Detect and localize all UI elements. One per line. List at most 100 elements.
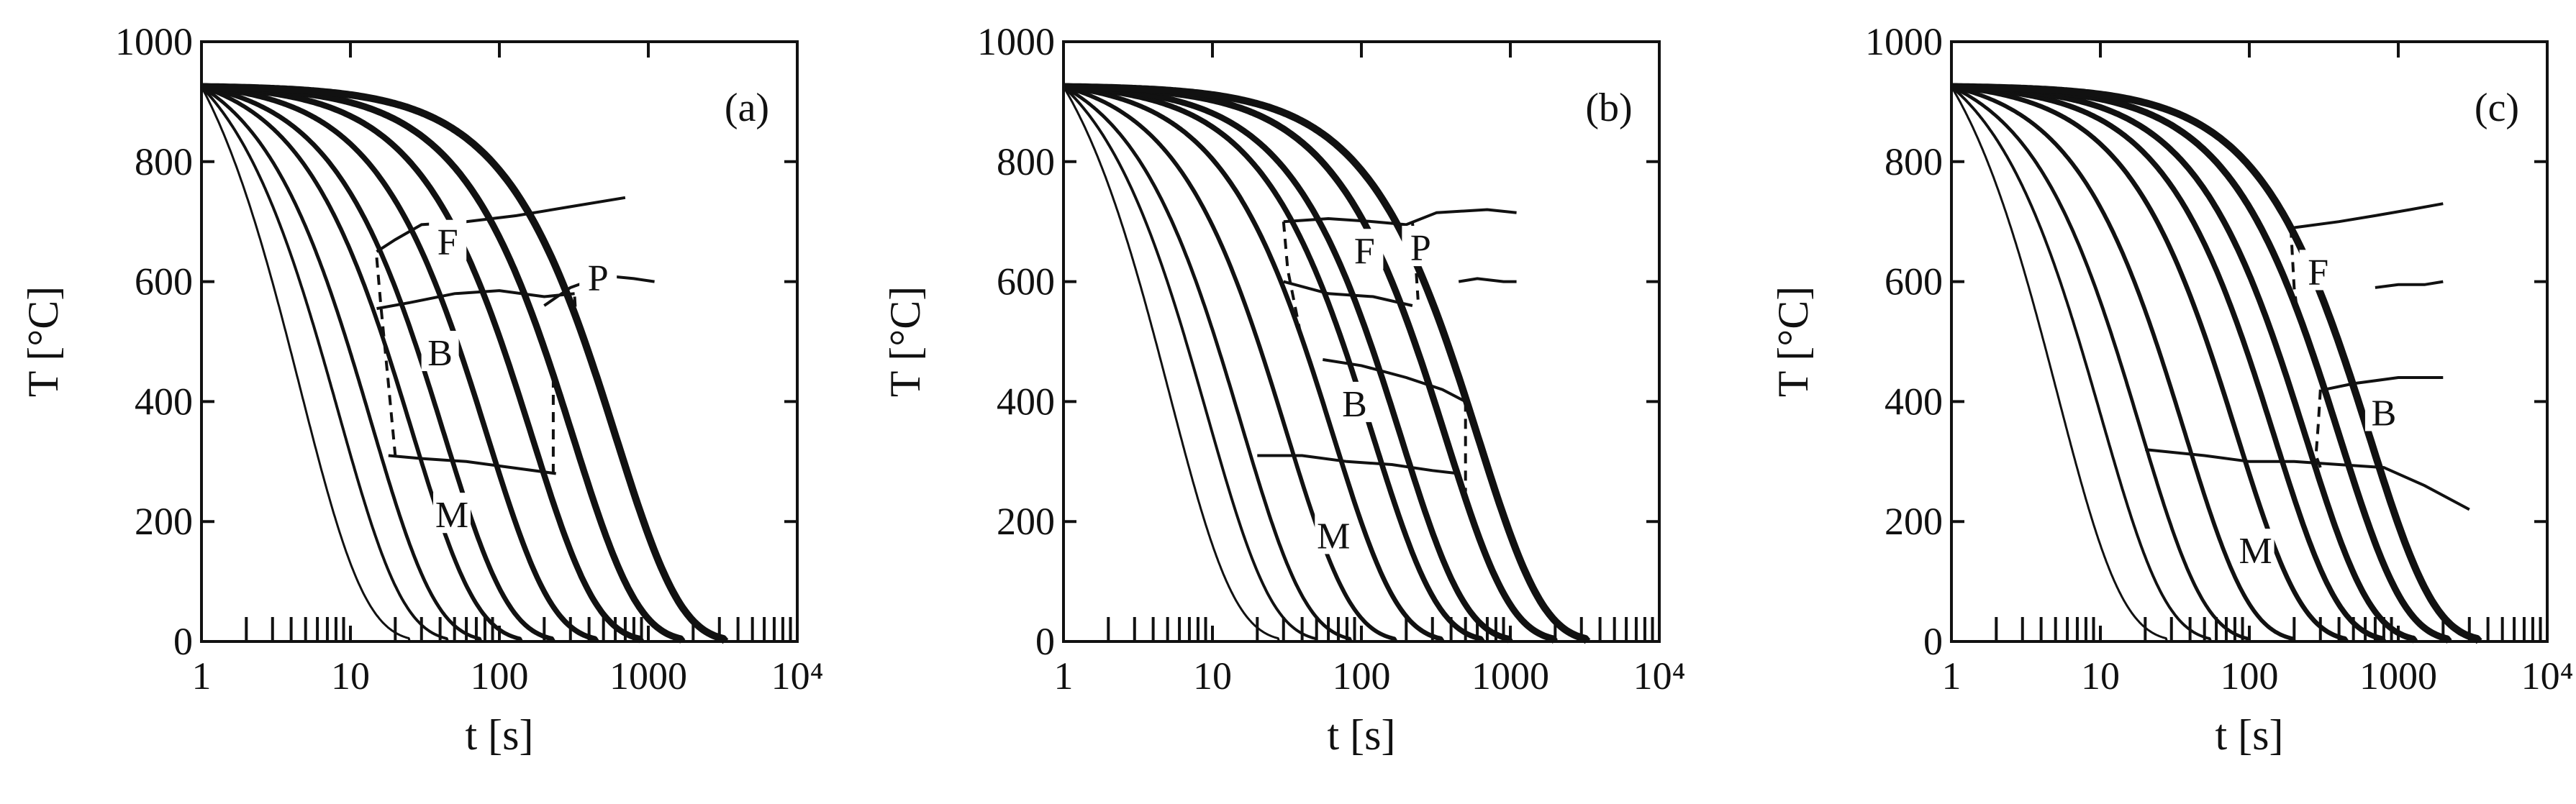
region-label: F [437,222,458,263]
x-axis-label: t [s] [1328,711,1396,759]
transformation-boundary [2294,202,2444,229]
panel-label: (b) [1585,86,1632,130]
transformation-boundary [1458,277,1517,283]
y-tick-label: 0 [173,620,193,663]
region-label: B [2372,393,2397,434]
region-label: P [588,258,609,299]
cooling-curve [1951,84,2349,643]
cooling-curve [1951,84,2296,643]
region-label: M [2239,531,2272,572]
y-axis-label: T [°C] [881,286,929,398]
y-tick-label: 0 [1035,620,1055,663]
region-label: M [1317,516,1350,557]
region-label: B [1342,384,1367,425]
cooling-curve [1950,86,2213,642]
cooling-curve [200,83,599,644]
x-tick-label: 10 [331,654,370,698]
cooling-curve [1950,86,2169,642]
region-label-backing [2364,390,2403,431]
x-tick-label: 100 [1333,654,1391,698]
x-tick-label: 1 [1942,654,1962,698]
y-tick-label: 600 [135,260,193,303]
region-label-backing [1315,513,1353,554]
y-tick-label: 800 [997,140,1055,183]
x-axis-label: t [s] [2216,711,2284,759]
region-label-backing [1346,229,1384,270]
region-label-backing [421,331,459,372]
transformation-boundary [2145,448,2470,511]
x-tick-label: 10⁴ [771,654,824,698]
transformation-boundary [573,296,579,330]
x-tick-label: 10⁴ [1633,654,1686,698]
transformation-boundary [2314,389,2322,468]
y-tick-label: 1000 [115,20,193,63]
y-tick-label: 200 [997,500,1055,543]
transformation-boundary [376,289,575,311]
cooling-curve [200,86,411,642]
y-tick-label: 200 [1885,500,1943,543]
region-label: F [2308,252,2328,293]
region-label: P [1410,228,1431,269]
x-tick-label: 10 [1193,654,1232,698]
y-tick-label: 600 [1885,260,1943,303]
cooling-curve [1062,83,1485,644]
cooling-curve [1062,83,1591,644]
cooling-curve [1062,86,1281,642]
cooling-curve [1063,84,1398,643]
cooling-curve [200,86,450,642]
region-label-backing [1335,381,1374,422]
region-label: B [427,333,453,374]
y-tick-label: 400 [997,380,1055,423]
x-tick-label: 100 [471,654,529,698]
cooling-curve [1062,85,1353,642]
cooling-curve [1950,85,2251,643]
y-tick-label: 800 [135,140,193,183]
region-label-backing [429,219,467,260]
region-label: M [435,495,468,536]
transformation-boundary [1322,358,1466,403]
panel-b: 0 200 400 600 800 1000 1 10 100 1000 10⁴ F P B M (b) t [… [881,20,1685,759]
panel-a: 0 200 400 600 800 1000 1 10 100 1000 10⁴ F P B M (a) t [… [19,20,823,759]
cooling-curve [200,85,483,642]
y-tick-label: 1000 [977,20,1055,63]
panel-label: (c) [2475,86,2519,130]
x-axis-label: t [s] [466,711,534,759]
y-axis-label: T [°C] [1769,286,1817,398]
cooling-curve [1063,84,1445,643]
y-tick-label: 800 [1885,140,1943,183]
transformation-boundary [1283,280,1413,307]
y-tick-label: 1000 [1865,20,1943,63]
x-tick-label: 1000 [2359,654,2437,698]
panel-label: (a) [725,86,769,130]
y-tick-label: 200 [135,500,193,543]
x-tick-label: 1000 [1471,654,1549,698]
transformation-boundary [388,454,556,475]
transformation-boundary [375,257,397,456]
y-tick-label: 0 [1923,620,1943,663]
x-tick-label: 10⁴ [2521,654,2574,698]
transformation-boundary [2324,376,2444,391]
cooling-curve [1950,83,2482,644]
cooling-curve [201,84,523,643]
transformation-boundary [2289,227,2299,312]
cooling-curve [200,84,555,643]
region-label: F [1354,231,1375,272]
y-tick-label: 600 [997,260,1055,303]
panel-c: 0 200 400 600 800 1000 1 10 100 1000 10⁴ F B M (c) t [s… [1769,20,2573,759]
x-tick-label: 10 [2081,654,2120,698]
region-label-backing [433,493,471,534]
y-tick-label: 400 [135,380,193,423]
x-tick-label: 1 [192,654,212,698]
x-tick-label: 100 [2221,654,2279,698]
region-label-backing [579,255,617,296]
cooling-curve [1062,86,1318,642]
transformation-boundary [2375,280,2444,289]
x-tick-label: 1 [1054,654,1074,698]
cooling-curve [200,83,729,644]
region-label-backing [2299,250,2337,291]
y-axis-label: T [°C] [19,286,67,398]
region-label-backing [1402,226,1440,267]
y-tick-label: 400 [1885,380,1943,423]
region-label-backing [2236,529,2275,570]
